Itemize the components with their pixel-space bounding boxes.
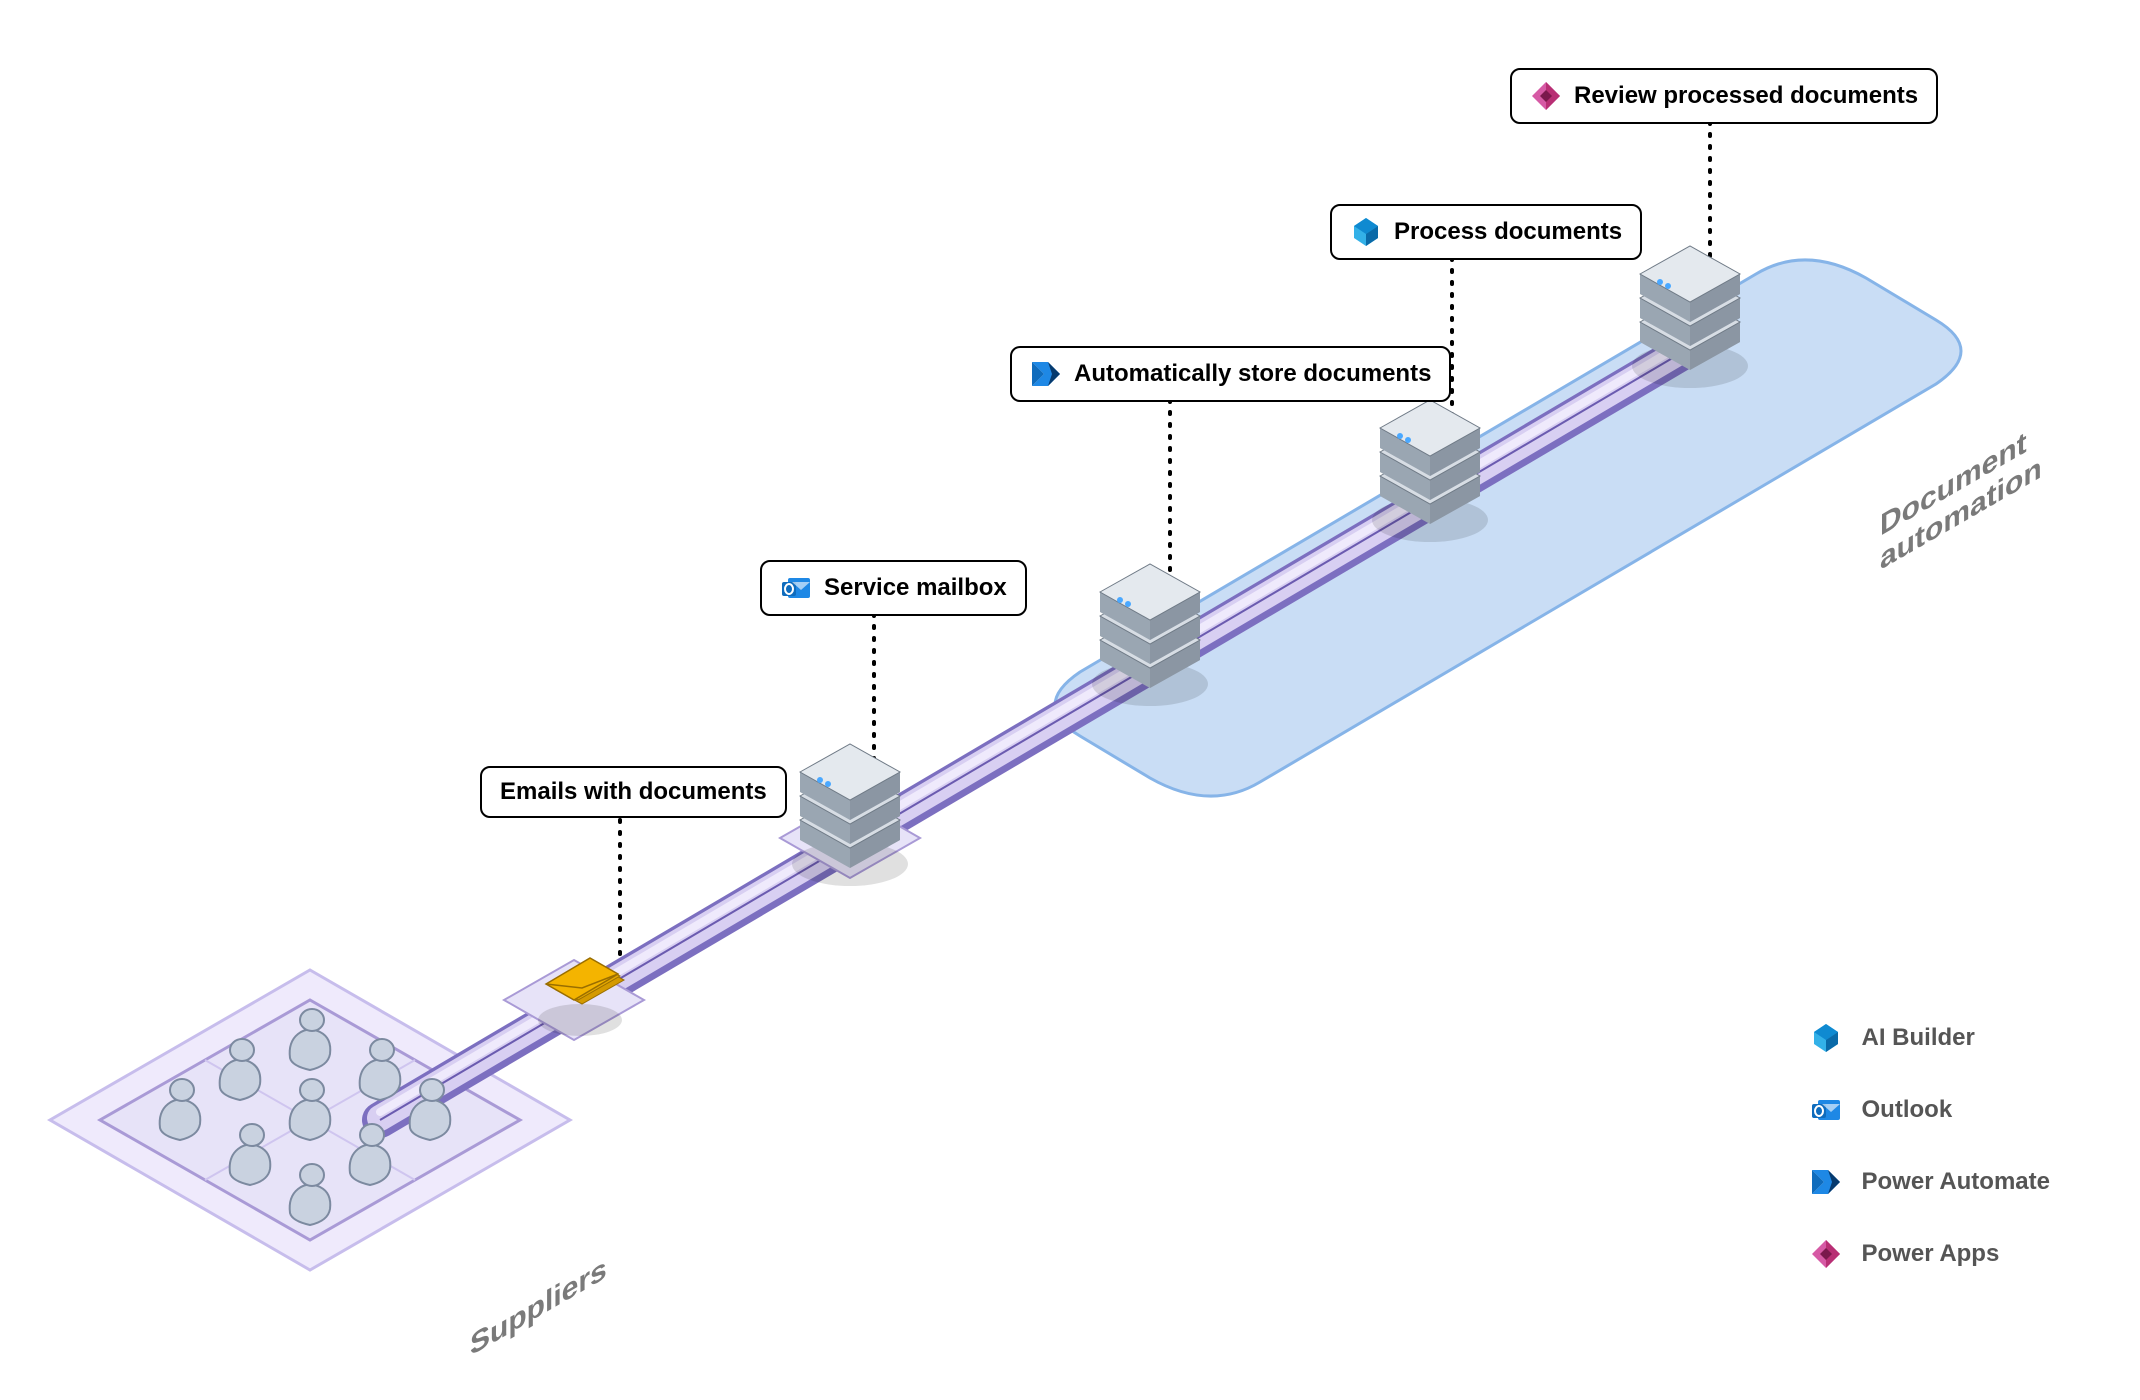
label-store: Automatically store documents xyxy=(1010,346,1451,402)
legend-outlook-label: Outlook xyxy=(1862,1096,1953,1124)
ai-builder-icon xyxy=(1350,216,1382,248)
outlook-icon xyxy=(1808,1092,1844,1128)
legend-power-automate-label: Power Automate xyxy=(1862,1168,2050,1196)
label-mailbox-text: Service mailbox xyxy=(824,574,1007,602)
legend-power-apps: Power Apps xyxy=(1808,1236,2050,1272)
legend-ai-builder-label: AI Builder xyxy=(1862,1024,1975,1052)
legend-power-apps-label: Power Apps xyxy=(1862,1240,2000,1268)
outlook-icon xyxy=(780,572,812,604)
mailbox-server-icon xyxy=(792,744,908,886)
ai-builder-icon xyxy=(1808,1020,1844,1056)
label-store-text: Automatically store documents xyxy=(1074,360,1431,388)
review-server-icon xyxy=(1632,246,1748,388)
legend: AI Builder Outlook Power Automate Power … xyxy=(1808,1020,2050,1272)
label-mailbox: Service mailbox xyxy=(760,560,1027,616)
legend-power-automate: Power Automate xyxy=(1808,1164,2050,1200)
label-review-text: Review processed documents xyxy=(1574,82,1918,110)
label-emails: Emails with documents xyxy=(480,766,787,818)
architecture-diagram: Suppliers Document automation Emails wit… xyxy=(0,0,2140,1400)
power-apps-icon xyxy=(1530,80,1562,112)
power-automate-icon xyxy=(1030,358,1062,390)
label-process: Process documents xyxy=(1330,204,1642,260)
document-automation-region xyxy=(1055,260,1961,796)
process-server-icon xyxy=(1372,400,1488,542)
power-automate-icon xyxy=(1808,1164,1844,1200)
legend-ai-builder: AI Builder xyxy=(1808,1020,2050,1056)
store-server-icon xyxy=(1092,564,1208,706)
legend-outlook: Outlook xyxy=(1808,1092,2050,1128)
label-review: Review processed documents xyxy=(1510,68,1938,124)
label-process-text: Process documents xyxy=(1394,218,1622,246)
power-apps-icon xyxy=(1808,1236,1844,1272)
label-emails-text: Emails with documents xyxy=(500,778,767,806)
